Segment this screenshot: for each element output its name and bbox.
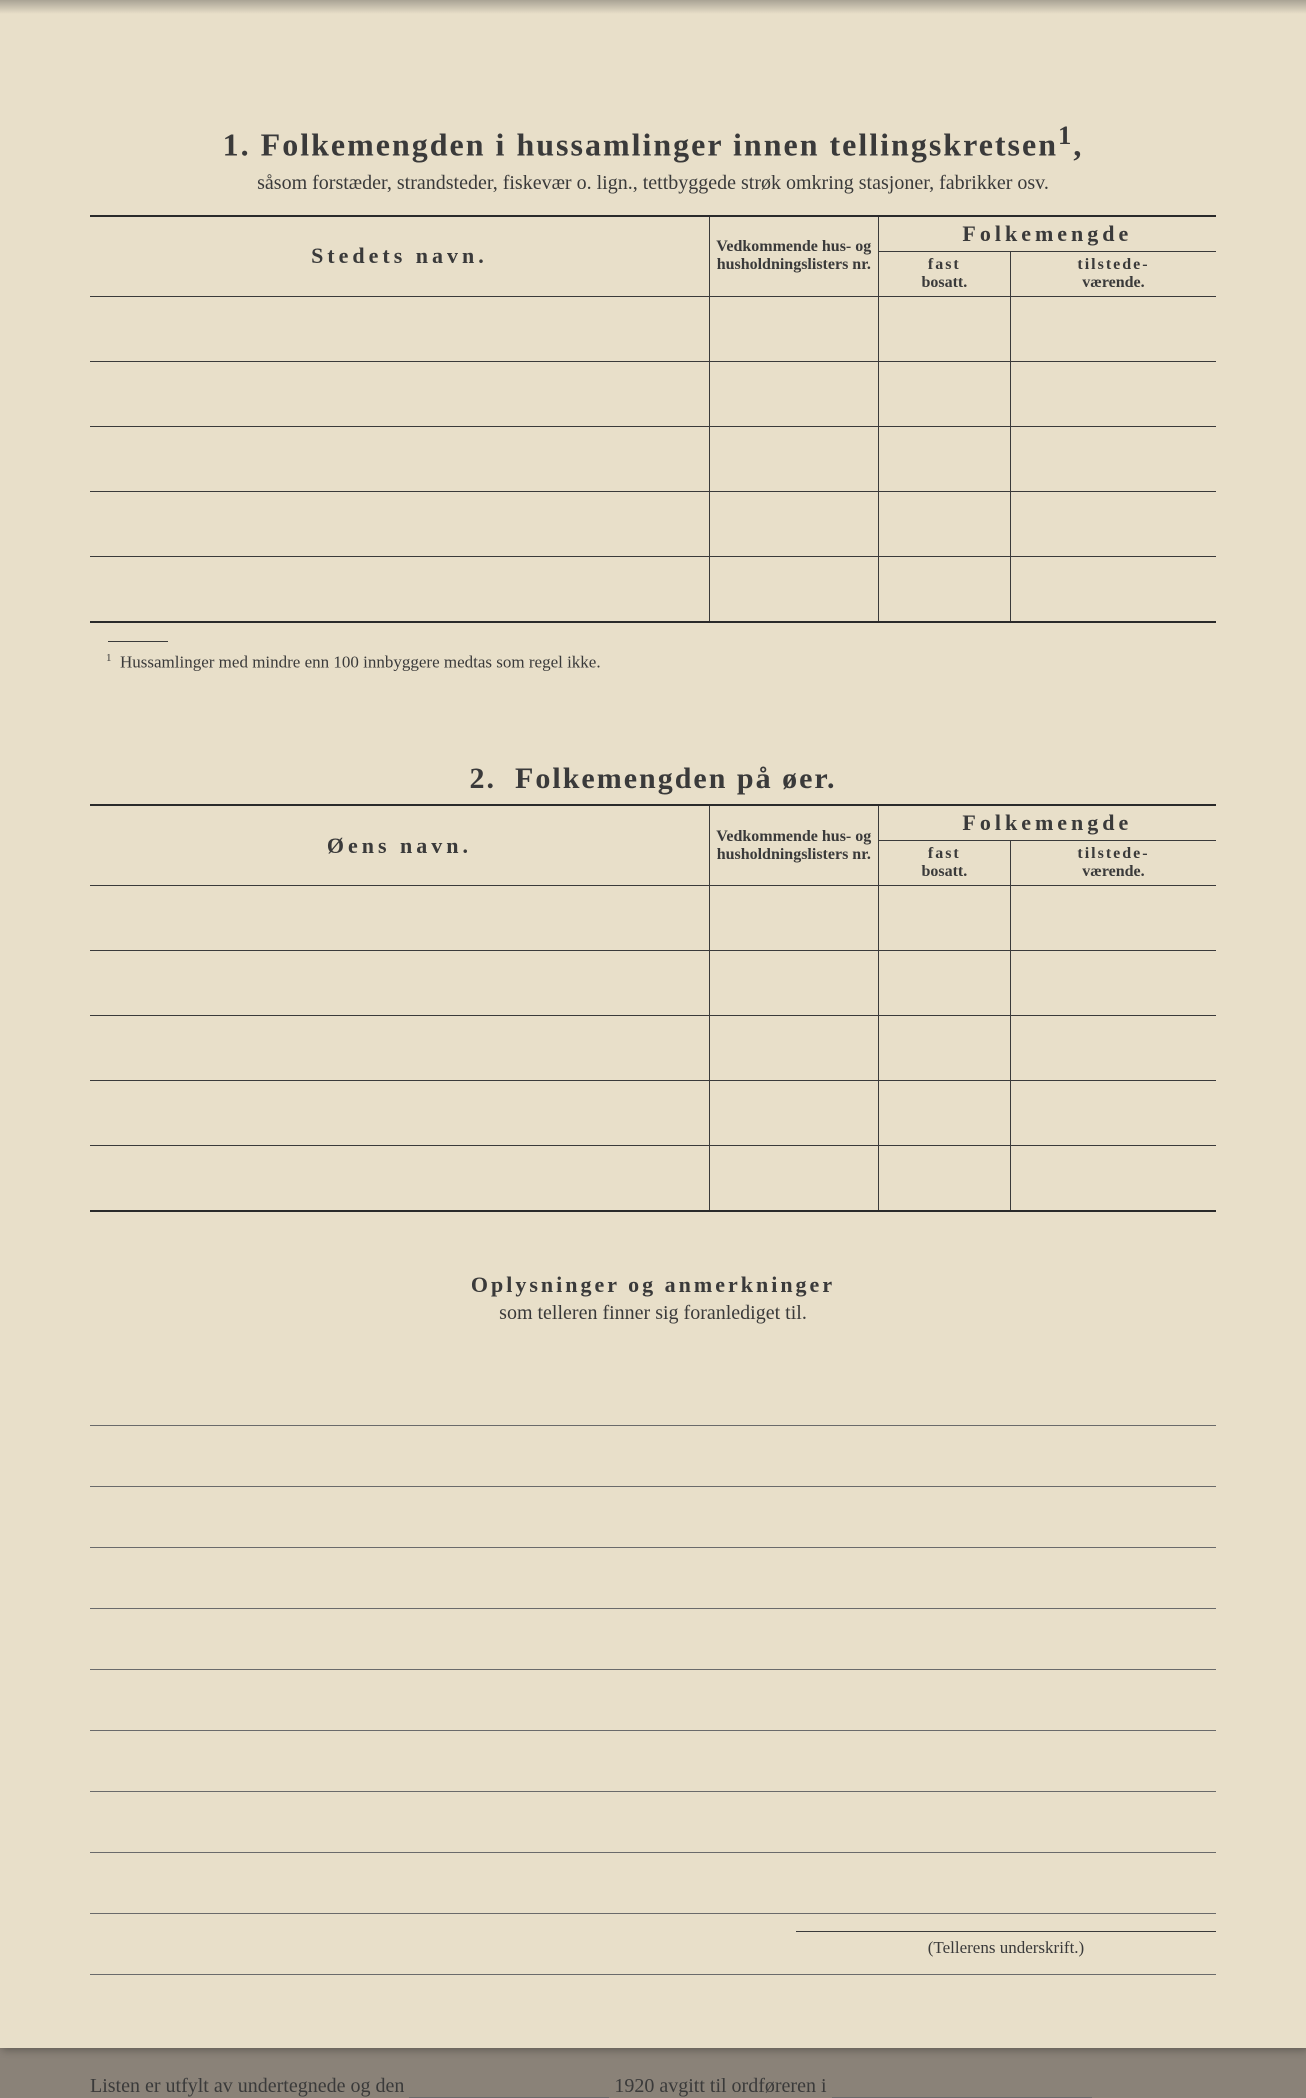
writing-line bbox=[90, 1365, 1216, 1426]
col-header-name: Stedets navn. bbox=[90, 216, 709, 297]
footnote-text: Hussamlinger med mindre enn 100 innbygge… bbox=[120, 652, 601, 671]
table-cell bbox=[878, 951, 1010, 1016]
table-cell bbox=[1010, 951, 1216, 1016]
col-header-fast2: fastbosatt. bbox=[878, 841, 1010, 886]
table-cell bbox=[878, 426, 1010, 491]
section1-supref: 1 bbox=[1058, 120, 1073, 150]
table-cell bbox=[1010, 491, 1216, 556]
table-cell bbox=[709, 1146, 878, 1212]
writing-line bbox=[90, 1487, 1216, 1548]
bosatt-label2: bosatt. bbox=[921, 863, 967, 880]
col-header-tilstede: tilstede-værende. bbox=[1010, 251, 1216, 296]
writing-line bbox=[90, 1853, 1216, 1914]
table-cell bbox=[90, 491, 709, 556]
writing-line bbox=[90, 1609, 1216, 1670]
table-cell bbox=[709, 361, 878, 426]
writing-lines bbox=[90, 1365, 1216, 1975]
writing-line bbox=[90, 1670, 1216, 1731]
vaerende-label: værende. bbox=[1082, 274, 1144, 291]
table-cell bbox=[1010, 556, 1216, 622]
col-header-fast: fastbosatt. bbox=[878, 251, 1010, 296]
section2-table: Øens navn. Vedkommende hus- og husholdni… bbox=[90, 804, 1216, 1212]
section1-title-text: Folkemengden i hussamlinger innen tellin… bbox=[261, 127, 1058, 163]
table-cell bbox=[878, 296, 1010, 361]
table-cell bbox=[709, 886, 878, 951]
table-cell bbox=[709, 556, 878, 622]
table-cell bbox=[1010, 296, 1216, 361]
remarks-title: Oplysninger og anmerkninger bbox=[90, 1272, 1216, 1298]
table-cell bbox=[90, 556, 709, 622]
section1-subtitle: såsom forstæder, strandsteder, fiskevær … bbox=[90, 172, 1216, 195]
table-cell bbox=[709, 951, 878, 1016]
remarks-subtitle: som telleren finner sig foranlediget til… bbox=[90, 1302, 1216, 1325]
vaerende-label2: værende. bbox=[1082, 863, 1144, 880]
table-cell bbox=[709, 1016, 878, 1081]
table-cell bbox=[709, 491, 878, 556]
bottom-statement: Listen er utfylt av undertegnede og den … bbox=[90, 2075, 1216, 2098]
section2-number: 2. bbox=[470, 762, 497, 795]
table-cell bbox=[1010, 361, 1216, 426]
table-cell bbox=[878, 886, 1010, 951]
table-cell bbox=[878, 491, 1010, 556]
table-cell bbox=[878, 1081, 1010, 1146]
blank-field bbox=[832, 2079, 1092, 2098]
signature-label: (Tellerens underskrift.) bbox=[928, 1938, 1084, 1957]
table-cell bbox=[878, 556, 1010, 622]
table-cell bbox=[90, 1146, 709, 1212]
table-cell bbox=[90, 1081, 709, 1146]
col-header-name2: Øens navn. bbox=[90, 805, 709, 886]
table-cell bbox=[1010, 1081, 1216, 1146]
col-header-tilstede2: tilstede-værende. bbox=[1010, 841, 1216, 886]
table-cell bbox=[878, 1016, 1010, 1081]
table-cell bbox=[90, 361, 709, 426]
table-cell bbox=[90, 886, 709, 951]
fast-label: fast bbox=[928, 256, 961, 273]
bosatt-label: bosatt. bbox=[921, 274, 967, 291]
section2-heading: 2. Folkemengden på øer. bbox=[90, 762, 1216, 796]
section1-heading: 1. Folkemengden i hussamlinger innen tel… bbox=[90, 120, 1216, 164]
bottom-text-b: avgitt til ordføreren i bbox=[659, 2075, 826, 2097]
table-cell bbox=[878, 1146, 1010, 1212]
writing-line bbox=[90, 1426, 1216, 1487]
table-cell bbox=[878, 361, 1010, 426]
col-header-folk2: Folkemengde bbox=[878, 805, 1216, 841]
remarks-block: Oplysninger og anmerkninger som telleren… bbox=[90, 1272, 1216, 1325]
footnote-rule bbox=[108, 641, 168, 642]
tilstede-label2: tilstede- bbox=[1077, 845, 1149, 862]
page-shadow bbox=[0, 0, 1306, 14]
table-cell bbox=[1010, 426, 1216, 491]
table-cell bbox=[1010, 1146, 1216, 1212]
col-header-hus2: Vedkommende hus- og husholdningslisters … bbox=[709, 805, 878, 886]
table-cell bbox=[709, 426, 878, 491]
table-cell bbox=[90, 951, 709, 1016]
fast-label2: fast bbox=[928, 845, 961, 862]
signature-line: (Tellerens underskrift.) bbox=[796, 1931, 1216, 1958]
bottom-text-a: Listen er utfylt av undertegnede og den bbox=[90, 2075, 404, 2097]
table-cell bbox=[1010, 1016, 1216, 1081]
table-cell bbox=[90, 296, 709, 361]
writing-line bbox=[90, 1792, 1216, 1853]
writing-line bbox=[90, 1548, 1216, 1609]
col-header-folk: Folkemengde bbox=[878, 216, 1216, 252]
section1-number: 1. bbox=[223, 127, 251, 163]
footnote-ref: 1 bbox=[106, 652, 112, 664]
section1-footnote: 1 Hussamlinger med mindre enn 100 innbyg… bbox=[106, 652, 1216, 673]
blank-field bbox=[409, 2079, 609, 2098]
document-page: 1. Folkemengden i hussamlinger innen tel… bbox=[0, 0, 1306, 2048]
bottom-year: 1920 bbox=[614, 2075, 654, 2097]
table-cell bbox=[90, 1016, 709, 1081]
table-cell bbox=[90, 426, 709, 491]
section2-title-text: Folkemengden på øer. bbox=[515, 762, 836, 795]
table-cell bbox=[1010, 886, 1216, 951]
section1-table: Stedets navn. Vedkommende hus- og hushol… bbox=[90, 215, 1216, 623]
table-cell bbox=[709, 1081, 878, 1146]
writing-line bbox=[90, 1731, 1216, 1792]
tilstede-label: tilstede- bbox=[1077, 256, 1149, 273]
table-cell bbox=[709, 296, 878, 361]
col-header-hus: Vedkommende hus- og husholdningslisters … bbox=[709, 216, 878, 297]
